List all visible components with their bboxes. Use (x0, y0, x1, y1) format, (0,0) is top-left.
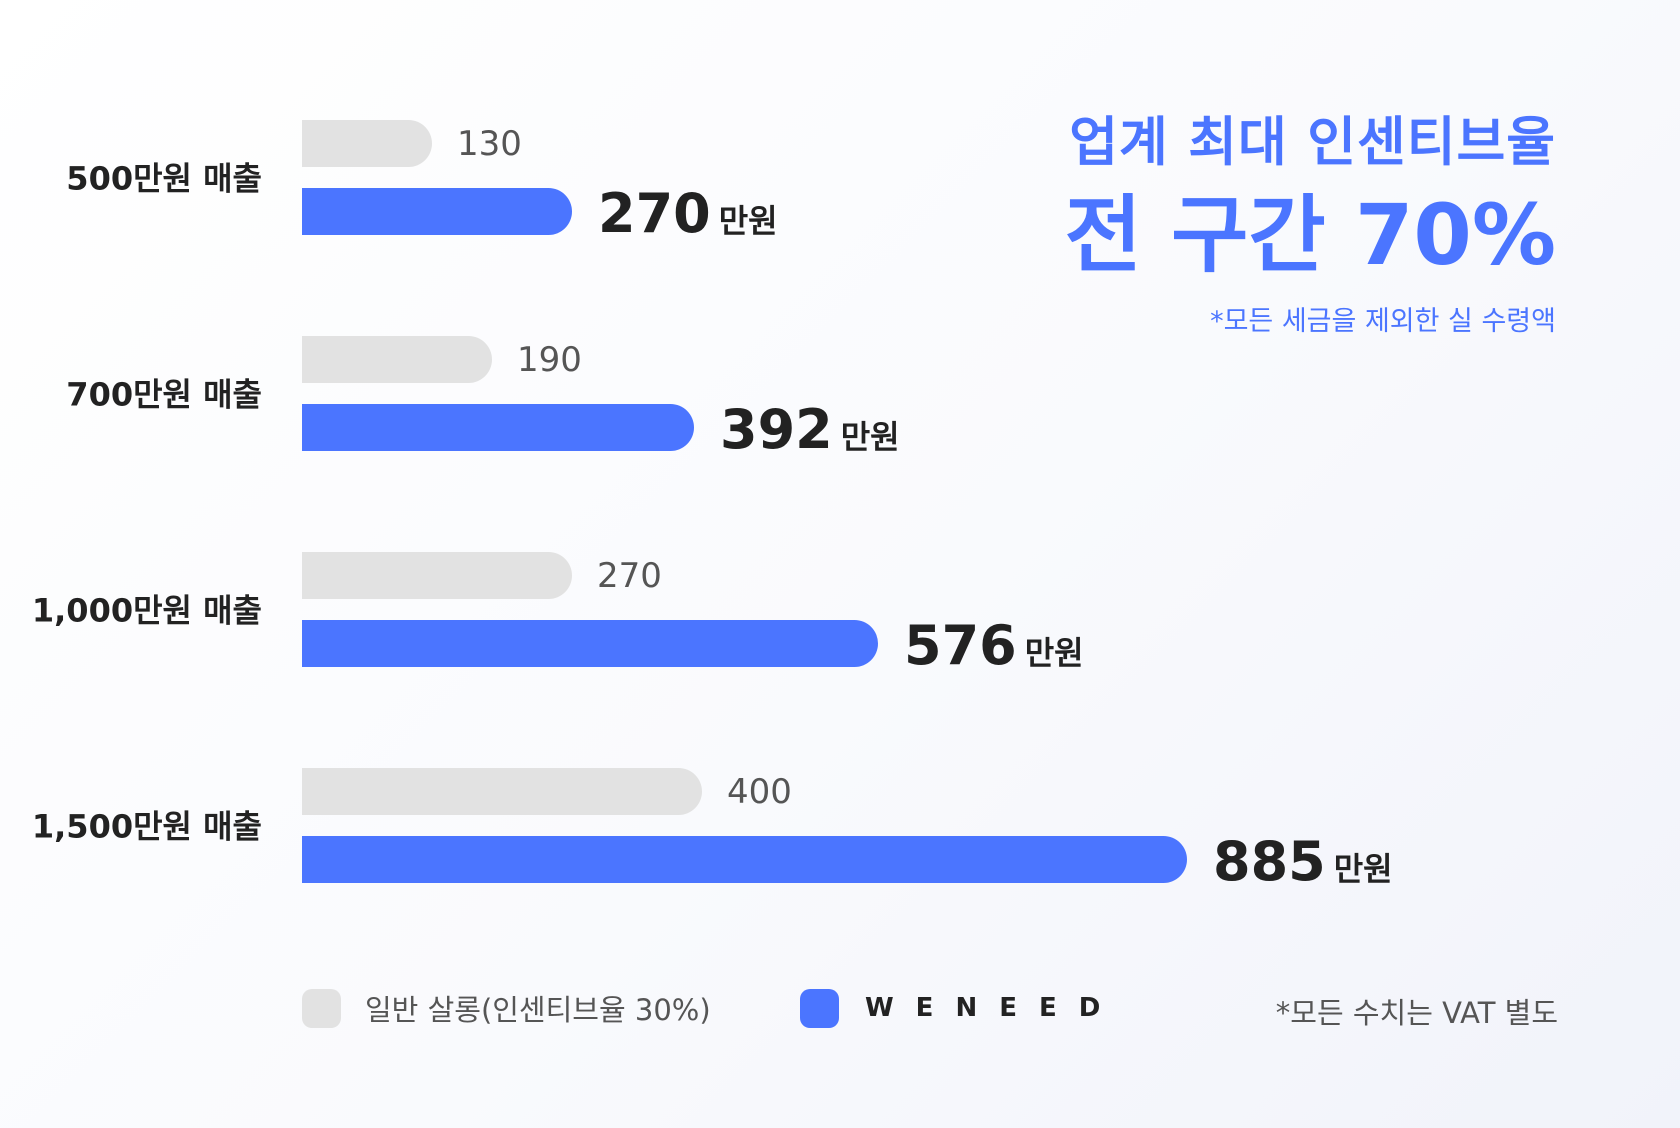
data-label-weneed: 270 만원 (598, 182, 778, 245)
bar-weneed (302, 404, 694, 451)
headline: 업계 최대 인센티브율 전 구간 70% *모든 세금을 제외한 실 수령액 (1065, 112, 1556, 342)
legend-swatch-weneed (800, 988, 839, 1028)
data-label-weneed: 576 만원 (904, 614, 1084, 677)
legend-label-weneed: WENEED (865, 993, 1123, 1023)
bar-weneed (302, 188, 572, 235)
data-label-weneed: 885 만원 (1213, 830, 1393, 893)
bar-general (302, 336, 492, 383)
bar-general (302, 768, 702, 815)
bar-general (302, 120, 432, 167)
legend-label-general: 일반 살롱(인센티브율 30%) (365, 993, 711, 1027)
footnote-vat: *모든 수치는 VAT 별도 (1275, 996, 1558, 1030)
data-label-weneed: 392 만원 (720, 398, 900, 461)
headline-note: *모든 세금을 제외한 실 수령액 (1210, 306, 1556, 337)
category-label: 700만원 매출 (66, 376, 262, 414)
data-label-general: 270 (597, 556, 662, 596)
headline-line2: 전 구간 70% (1064, 186, 1556, 284)
data-label-general: 400 (727, 772, 792, 812)
legend-swatch-general (302, 988, 341, 1028)
data-label-general: 190 (517, 340, 582, 380)
category-label: 1,000만원 매출 (32, 592, 262, 630)
category-label: 1,500만원 매출 (32, 808, 262, 846)
category-label: 500만원 매출 (66, 160, 262, 198)
bar-general (302, 552, 572, 599)
headline-line1: 업계 최대 인센티브율 (1069, 112, 1556, 173)
data-label-general: 130 (457, 124, 522, 164)
legend-item-general: 일반 살롱(인센티브율 30%) (302, 988, 711, 1028)
bar-weneed (302, 620, 878, 667)
bar-weneed (302, 836, 1187, 883)
legend-item-weneed: WENEED (800, 988, 1122, 1028)
